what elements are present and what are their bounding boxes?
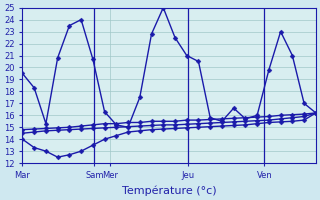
X-axis label: Température (°c): Température (°c): [122, 185, 216, 196]
